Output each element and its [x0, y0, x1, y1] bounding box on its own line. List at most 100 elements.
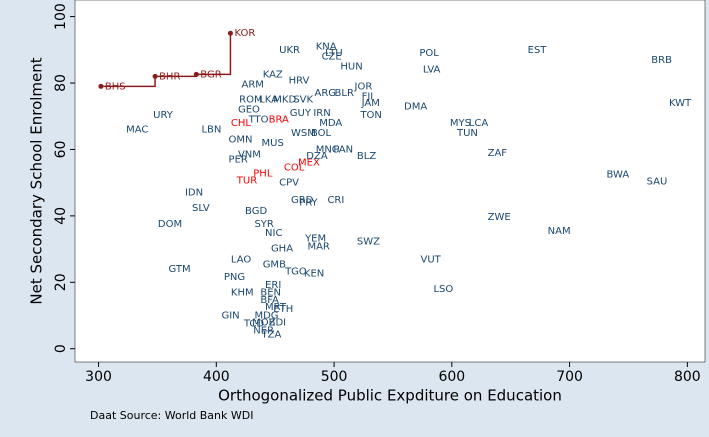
point-label: UKR	[279, 45, 300, 56]
point-label: MDG	[254, 311, 278, 322]
point-label: ARG	[315, 88, 337, 99]
y-tick-label: 20	[53, 273, 69, 291]
point-label: SYR	[254, 219, 273, 230]
point-label: BEN	[260, 287, 281, 298]
point-label: OMN	[229, 134, 253, 145]
point-label: MUS	[262, 138, 284, 149]
point-label: GUY	[290, 108, 312, 119]
point-label: POL	[419, 48, 439, 59]
point-label: LVA	[423, 65, 441, 76]
y-axis-title: Net Secondary School Enrolment	[28, 57, 46, 304]
point-label: HRV	[289, 75, 310, 86]
point-label: KOR	[234, 28, 255, 39]
point-label: KHM	[231, 287, 254, 298]
x-tick-label: 500	[321, 369, 348, 385]
point-label: PHL	[253, 169, 273, 180]
point-label: JOR	[354, 81, 373, 92]
point-label: MRT	[265, 302, 287, 313]
point-label: SWZ	[357, 236, 380, 247]
point-label: TCD	[243, 318, 265, 329]
point-label: WSM	[291, 128, 316, 139]
point-label: ZWE	[488, 212, 511, 223]
point-label: MKD	[273, 95, 296, 106]
x-axis-title: Orthogonalized Public Expditure on Educa…	[218, 387, 562, 405]
point-label: TUR	[236, 176, 257, 187]
point-label: DOM	[158, 219, 182, 230]
point-label: GRD	[291, 195, 314, 206]
y-tick-label: 100	[53, 3, 69, 30]
x-tick-label: 400	[203, 369, 230, 385]
point-label: GHA	[271, 243, 293, 254]
point-label: VUT	[420, 255, 441, 266]
point-label: BRB	[651, 55, 672, 66]
point-label: KEN	[304, 269, 324, 280]
point-label: BLZ	[357, 151, 376, 162]
point-label: GMB	[263, 260, 286, 271]
point-label: ARM	[242, 79, 264, 90]
point-label: ETH	[273, 304, 293, 315]
y-tick-label: 40	[53, 207, 69, 225]
point-label: BHR	[159, 71, 180, 82]
point-label: LSO	[433, 284, 453, 295]
point-label: GIN	[221, 311, 239, 322]
point-label: URY	[153, 110, 174, 121]
point-label: BHS	[105, 81, 126, 92]
point-label: CZE	[322, 51, 342, 62]
point-label: IRN	[313, 108, 330, 119]
point-label: KAZ	[263, 69, 283, 80]
point-label: HUN	[340, 61, 362, 72]
point-label: EST	[528, 45, 548, 56]
point-label: MDA	[319, 118, 342, 129]
point	[152, 73, 158, 79]
point-label: DMA	[404, 101, 427, 112]
point-label: LTU	[325, 48, 343, 59]
y-tick-label: 60	[53, 141, 69, 159]
y-tick-label: 80	[53, 74, 69, 92]
point-label: SAU	[647, 177, 668, 188]
point-label: CPV	[279, 178, 299, 189]
y-tick-label: 0	[53, 344, 69, 353]
x-tick-label: 700	[556, 369, 583, 385]
point-label: DZA	[306, 151, 328, 162]
point-label: BGD	[245, 206, 267, 217]
point-label: LAO	[231, 255, 251, 266]
plot-area	[74, 0, 706, 363]
point-label: BLR	[335, 88, 354, 99]
point-label: TZA	[261, 329, 282, 340]
point-label: MAC	[126, 125, 148, 136]
point-label: PER	[229, 154, 248, 165]
x-tick-label: 300	[85, 369, 112, 385]
point-label: BDI	[269, 317, 287, 328]
point	[193, 71, 199, 77]
point-label: SVK	[293, 95, 313, 106]
point-label: GEO	[238, 105, 260, 116]
source-note: Daat Source: World Bank WDI	[90, 409, 253, 422]
point-label: IDN	[185, 188, 203, 199]
point	[98, 83, 104, 89]
point-label: LBN	[201, 125, 221, 136]
point-label: LKA	[259, 95, 278, 106]
point-label: JAM	[361, 98, 380, 109]
point-label: BFA	[260, 295, 279, 306]
point-label: MYS	[450, 118, 471, 129]
point-label: PAN	[333, 144, 353, 155]
point-label: COL	[284, 162, 305, 173]
point-label: NAM	[548, 226, 571, 237]
point-label: MNG	[316, 144, 340, 155]
point-label: ROM	[239, 95, 262, 106]
point-label: CHL	[231, 118, 252, 129]
point-label: GTM	[168, 264, 190, 275]
point-label: ERI	[265, 280, 281, 291]
point-label: TUN	[456, 128, 478, 139]
point-label: KNA	[316, 41, 337, 52]
point-label: VNM	[238, 149, 261, 160]
point-label: YEM	[304, 233, 326, 244]
point-label: NIC	[265, 228, 282, 239]
point-label: NER	[253, 325, 274, 336]
point-label: BRA	[269, 115, 289, 126]
point-label: KWT	[669, 98, 692, 109]
point-label: BWA	[607, 170, 630, 181]
point-label: BGR	[200, 69, 221, 80]
point-label: SLV	[192, 203, 210, 214]
